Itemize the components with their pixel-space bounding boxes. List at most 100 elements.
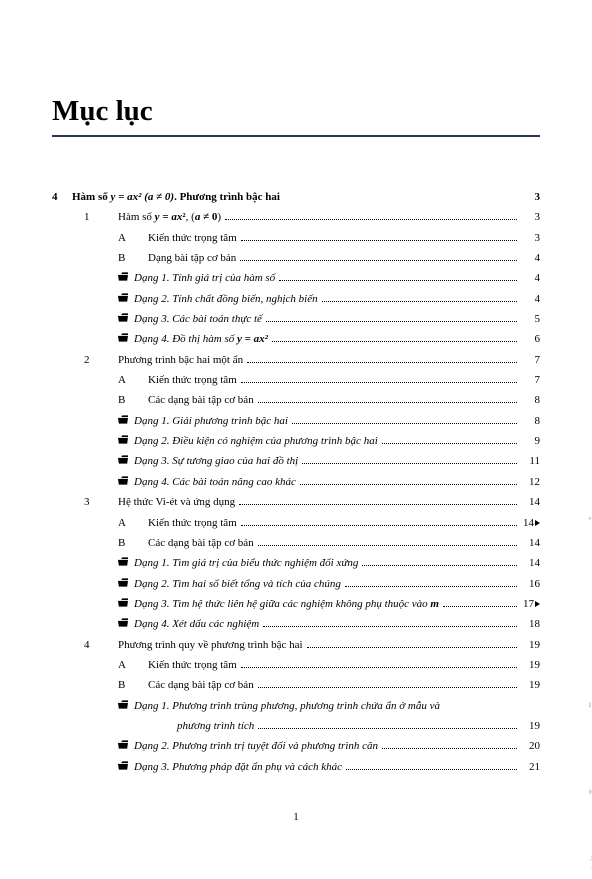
toc-row: AKiến thức trọng tâm7 [52,370,540,390]
toc-chapter-row: 4 Hàm số y = ax² (a ≠ 0). Phương trình b… [52,187,540,207]
toc-section-title: Hàm số y = ax², (a ≠ 0) [118,207,221,227]
folder-icon [118,329,128,349]
toc-topic-title: Dạng 4. Đồ thị hàm số y = ax² [134,329,268,349]
toc-leader-dots [382,748,517,749]
toc-topic-title: Dạng 3. Phương pháp đặt ẩn phụ và cách k… [134,757,342,777]
toc-row: BCác dạng bài tập cơ bản 14 [52,533,540,553]
toc-topic-title: Dạng 2. Tính chất đồng biến, nghịch biến [134,289,318,309]
toc-topic-page: 6 [520,329,540,349]
toc-row: Dạng 3. Các bài toán thực tế5 [52,309,540,329]
folder-icon [118,553,128,573]
toc-section-label: 3 [84,492,118,512]
toc-leader-dots [300,484,517,485]
folder-icon [118,268,128,288]
toc-leader-dots [279,280,517,281]
toc-topic-page: 20 [520,736,540,756]
toc-section-page: 7 [520,350,540,370]
title-rule [52,135,540,137]
toc-leader-dots [362,565,517,566]
toc-leader-dots [258,545,517,546]
toc-leader-dots [247,362,517,363]
toc-leader-dots [266,321,517,322]
toc-row: 3Hệ thức Vi-ét và ứng dụng 14 [52,492,540,512]
toc-section-page: 14 [520,513,540,533]
toc-row: Dạng 2. Tìm hai số biết tổng và tích của… [52,574,540,594]
toc-leader-dots [258,728,517,729]
toc-row: Dạng 4. Xét dấu các nghiệm18 [52,614,540,634]
toc-leader-dots [443,606,517,607]
toc-leader-dots [258,687,517,688]
toc-row: Dạng 3. Tìm hệ thức liên hệ giữa các ngh… [52,594,540,614]
toc-row: Dạng 4. Các bài toán nâng cao khác12 [52,472,540,492]
folder-icon [118,614,128,634]
toc-row: Dạng 3. Phương pháp đặt ẩn phụ và cách k… [52,757,540,777]
toc-topic-title: Dạng 3. Sự tương giao của hai đồ thị [134,451,298,471]
toc-section-page: 19 [520,655,540,675]
toc-topic-title: Dạng 2. Điều kiện có nghiệm của phương t… [134,431,378,451]
folder-icon [118,594,128,614]
toc-leader-dots [241,525,517,526]
toc-section-title: Kiến thức trọng tâm [148,655,237,675]
toc-leader-dots [241,667,517,668]
toc-section-page: 19 [520,635,540,655]
toc-leader-dots [345,586,517,587]
toc-topic-page: 11 [520,451,540,471]
toc-row: Dạng 1. Tìm giá trị của biểu thức nghiệm… [52,553,540,573]
toc-section-label: B [118,675,148,695]
toc-leader-dots [302,463,517,464]
toc-section-page: 8 [520,390,540,410]
toc-topic-title: Dạng 1. Phương trình trùng phương, phươn… [134,696,540,716]
arrow-icon [535,520,540,526]
toc-section-label: A [118,655,148,675]
toc-section-label: B [118,533,148,553]
toc-leader-dots [263,626,517,627]
folder-icon [118,574,128,594]
toc-topic-page: 8 [520,411,540,431]
toc-row: BCác dạng bài tập cơ bản8 [52,390,540,410]
toc-section-label: 4 [84,635,118,655]
toc-section-label: B [118,390,148,410]
toc-leader-dots [240,260,517,261]
toc-topic-page: 16 [520,574,540,594]
folder-icon [118,472,128,492]
toc-topic-page: 19 [520,716,540,736]
toc-section-page: 14 [520,533,540,553]
toc-row: Dạng 2. Phương trình trị tuyệt đối và ph… [52,736,540,756]
toc-topic-page: 14 [520,553,540,573]
toc-row: BDạng bài tập cơ bản4 [52,248,540,268]
toc-topic-page: 5 [520,309,540,329]
toc-section-page: 3 [520,228,540,248]
toc-section-title: Hệ thức Vi-ét và ứng dụng [118,492,235,512]
toc-topic-title: Dạng 4. Xét dấu các nghiệm [134,614,259,634]
toc-row: 1Hàm số y = ax², (a ≠ 0)3 [52,207,540,227]
toc-topic-title: Dạng 4. Các bài toán nâng cao khác [134,472,296,492]
toc-section-page: 7 [520,370,540,390]
page-number: 1 [0,811,592,823]
toc-topic-title: Dạng 2. Tìm hai số biết tổng và tích của… [134,574,341,594]
toc-topic-page: 4 [520,268,540,288]
toc-section-title: Phương trình quy về phương trình bậc hai [118,635,303,655]
toc-topic-title: Dạng 1. Giải phương trình bậc hai [134,411,288,431]
toc-leader-dots [239,504,517,505]
toc-section-title: Kiến thức trọng tâm [148,370,237,390]
toc-leader-dots [346,769,517,770]
toc-section-title: Kiến thức trọng tâm [148,228,237,248]
toc-row: AKiến thức trọng tâm 19 [52,655,540,675]
toc-section-label: 1 [84,207,118,227]
toc-topic-page: 17 [520,594,540,614]
toc-row: 2Phương trình bậc hai một ẩn7 [52,350,540,370]
toc-section-label: A [118,228,148,248]
folder-icon [118,411,128,431]
toc-row: Dạng 2. Điều kiện có nghiệm của phương t… [52,431,540,451]
folder-icon [118,736,128,756]
toc-leader-dots [258,402,517,403]
toc-chapter-number: 4 [52,187,72,207]
toc-section-page: 14 [520,492,540,512]
toc-row: Dạng 3. Sự tương giao của hai đồ thị 11 [52,451,540,471]
page-title: Mục lục [52,95,540,128]
toc-row: 4Phương trình quy về phương trình bậc ha… [52,635,540,655]
toc-section-label: A [118,513,148,533]
toc-section-title: Các dạng bài tập cơ bản [148,533,254,553]
toc-topic-title-cont: phương trình tích [177,716,254,736]
toc-section-label: 2 [84,350,118,370]
